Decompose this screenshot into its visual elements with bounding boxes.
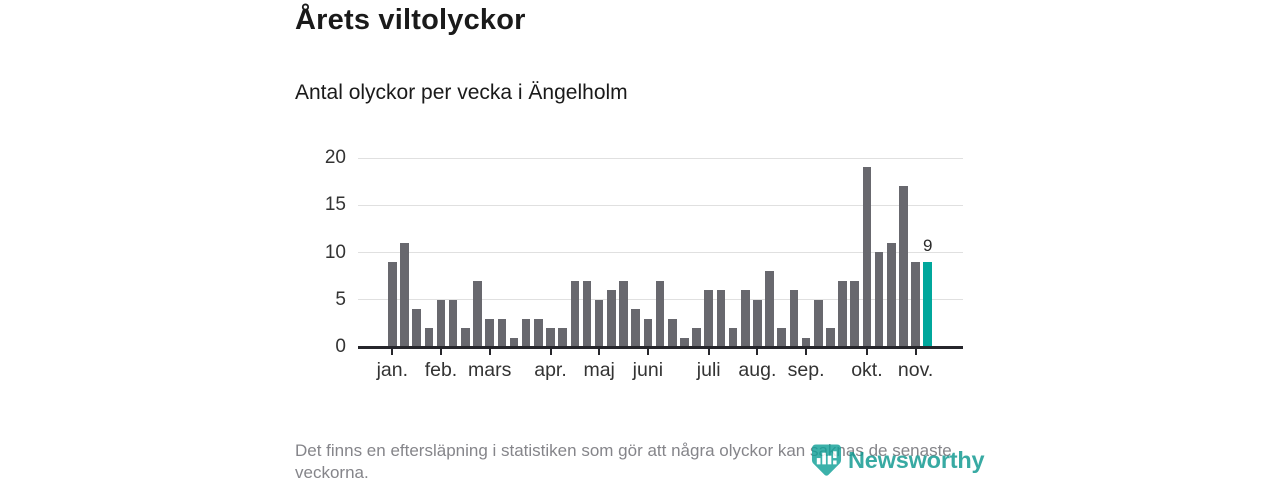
gridline-y-10 xyxy=(358,252,963,253)
bar-week-31 xyxy=(753,300,762,347)
bar-week-45-highlighted xyxy=(923,262,933,347)
x-axis-tick-mars xyxy=(488,349,491,355)
chart-subtitle: Antal olyckor per vecka i Ängelholm xyxy=(295,81,628,104)
bar-week-8 xyxy=(473,281,482,347)
bar-week-13 xyxy=(534,319,543,347)
bar-week-43 xyxy=(899,186,908,347)
x-axis-line xyxy=(358,346,963,349)
x-axis-tick-juli xyxy=(707,349,710,355)
bar-week-2 xyxy=(400,243,409,347)
x-axis-label-mars: mars xyxy=(467,359,512,381)
x-axis-tick-apr xyxy=(549,349,552,355)
bar-week-3 xyxy=(412,309,421,347)
x-axis-label-okt: okt. xyxy=(851,359,883,381)
bar-week-38 xyxy=(838,281,847,347)
x-axis-tick-aug xyxy=(756,349,759,355)
x-axis-tick-maj xyxy=(598,349,601,355)
x-axis-tick-okt xyxy=(865,349,868,355)
x-axis-label-juni: juni xyxy=(632,359,664,381)
bar-week-6 xyxy=(448,300,458,347)
bar-week-27 xyxy=(704,290,713,347)
y-axis-label-0: 0 xyxy=(335,336,346,357)
x-axis-label-aug: aug. xyxy=(738,359,777,381)
bar-week-37 xyxy=(826,328,835,347)
bar-week-34 xyxy=(789,290,799,347)
highlighted-bar-value-label: 9 xyxy=(923,235,933,255)
bar-week-30 xyxy=(740,290,750,347)
x-axis-label-jan: jan. xyxy=(376,359,409,381)
bar-week-26 xyxy=(692,328,701,347)
bar-week-23 xyxy=(655,281,665,347)
bar-week-44 xyxy=(911,262,920,347)
bar-week-32 xyxy=(765,271,774,347)
x-axis-label-maj: maj xyxy=(583,359,615,381)
bar-week-12 xyxy=(521,319,531,347)
bar-week-29 xyxy=(728,328,738,347)
bar-week-7 xyxy=(461,328,470,347)
x-axis-label-sep: sep. xyxy=(787,359,825,381)
x-axis-label-feb: feb. xyxy=(424,359,458,381)
x-axis-tick-sep xyxy=(805,349,808,355)
bar-week-4 xyxy=(424,328,434,347)
bar-week-41 xyxy=(874,252,884,347)
y-axis-label-5: 5 xyxy=(335,288,346,310)
newsworthy-logo: Newsworthy xyxy=(811,442,985,478)
bar-week-15 xyxy=(558,328,567,347)
y-axis-label-15: 15 xyxy=(324,194,346,216)
x-axis-tick-jan xyxy=(391,349,394,355)
bar-week-40 xyxy=(862,167,872,347)
bar-week-21 xyxy=(631,309,640,347)
newsworthy-bar-chart-marker-icon xyxy=(811,444,842,476)
gridline-y-15 xyxy=(358,204,963,206)
bar-week-5 xyxy=(436,300,446,347)
bar-week-14 xyxy=(546,328,555,347)
bar-week-39 xyxy=(850,281,860,347)
bar-week-18 xyxy=(594,300,604,347)
bar-week-1 xyxy=(388,262,397,347)
newsworthy-wordmark: Newsworthy xyxy=(848,446,985,473)
bar-week-22 xyxy=(643,319,653,347)
bar-week-11 xyxy=(509,338,519,347)
x-axis-tick-nov xyxy=(914,349,917,355)
footnote: Det finns en eftersläpning i statistiken… xyxy=(295,441,952,480)
x-axis-label-apr: apr. xyxy=(534,359,567,381)
bar-week-25 xyxy=(680,338,689,347)
bar-week-42 xyxy=(886,243,896,347)
bar-week-24 xyxy=(667,319,677,347)
bar-week-33 xyxy=(777,328,787,347)
x-axis-label-nov: nov. xyxy=(897,359,934,381)
bar-week-10 xyxy=(497,319,507,347)
bar-week-20 xyxy=(619,281,628,347)
bar-week-28 xyxy=(716,290,726,347)
y-axis-label-10: 10 xyxy=(324,241,346,263)
x-axis-tick-juni xyxy=(646,349,649,355)
y-axis-label-20: 20 xyxy=(324,147,346,168)
bar-week-17 xyxy=(582,281,592,347)
bar-week-35 xyxy=(801,338,811,347)
x-axis-label-juli: juli xyxy=(696,359,721,381)
chart-title: Årets viltolyckor xyxy=(295,4,526,36)
bar-week-19 xyxy=(607,290,616,347)
bar-week-16 xyxy=(570,281,580,347)
gridline-y-20 xyxy=(358,157,963,159)
bar-week-9 xyxy=(485,319,494,347)
bar-week-36 xyxy=(813,300,823,347)
x-axis-tick-feb xyxy=(439,349,442,355)
